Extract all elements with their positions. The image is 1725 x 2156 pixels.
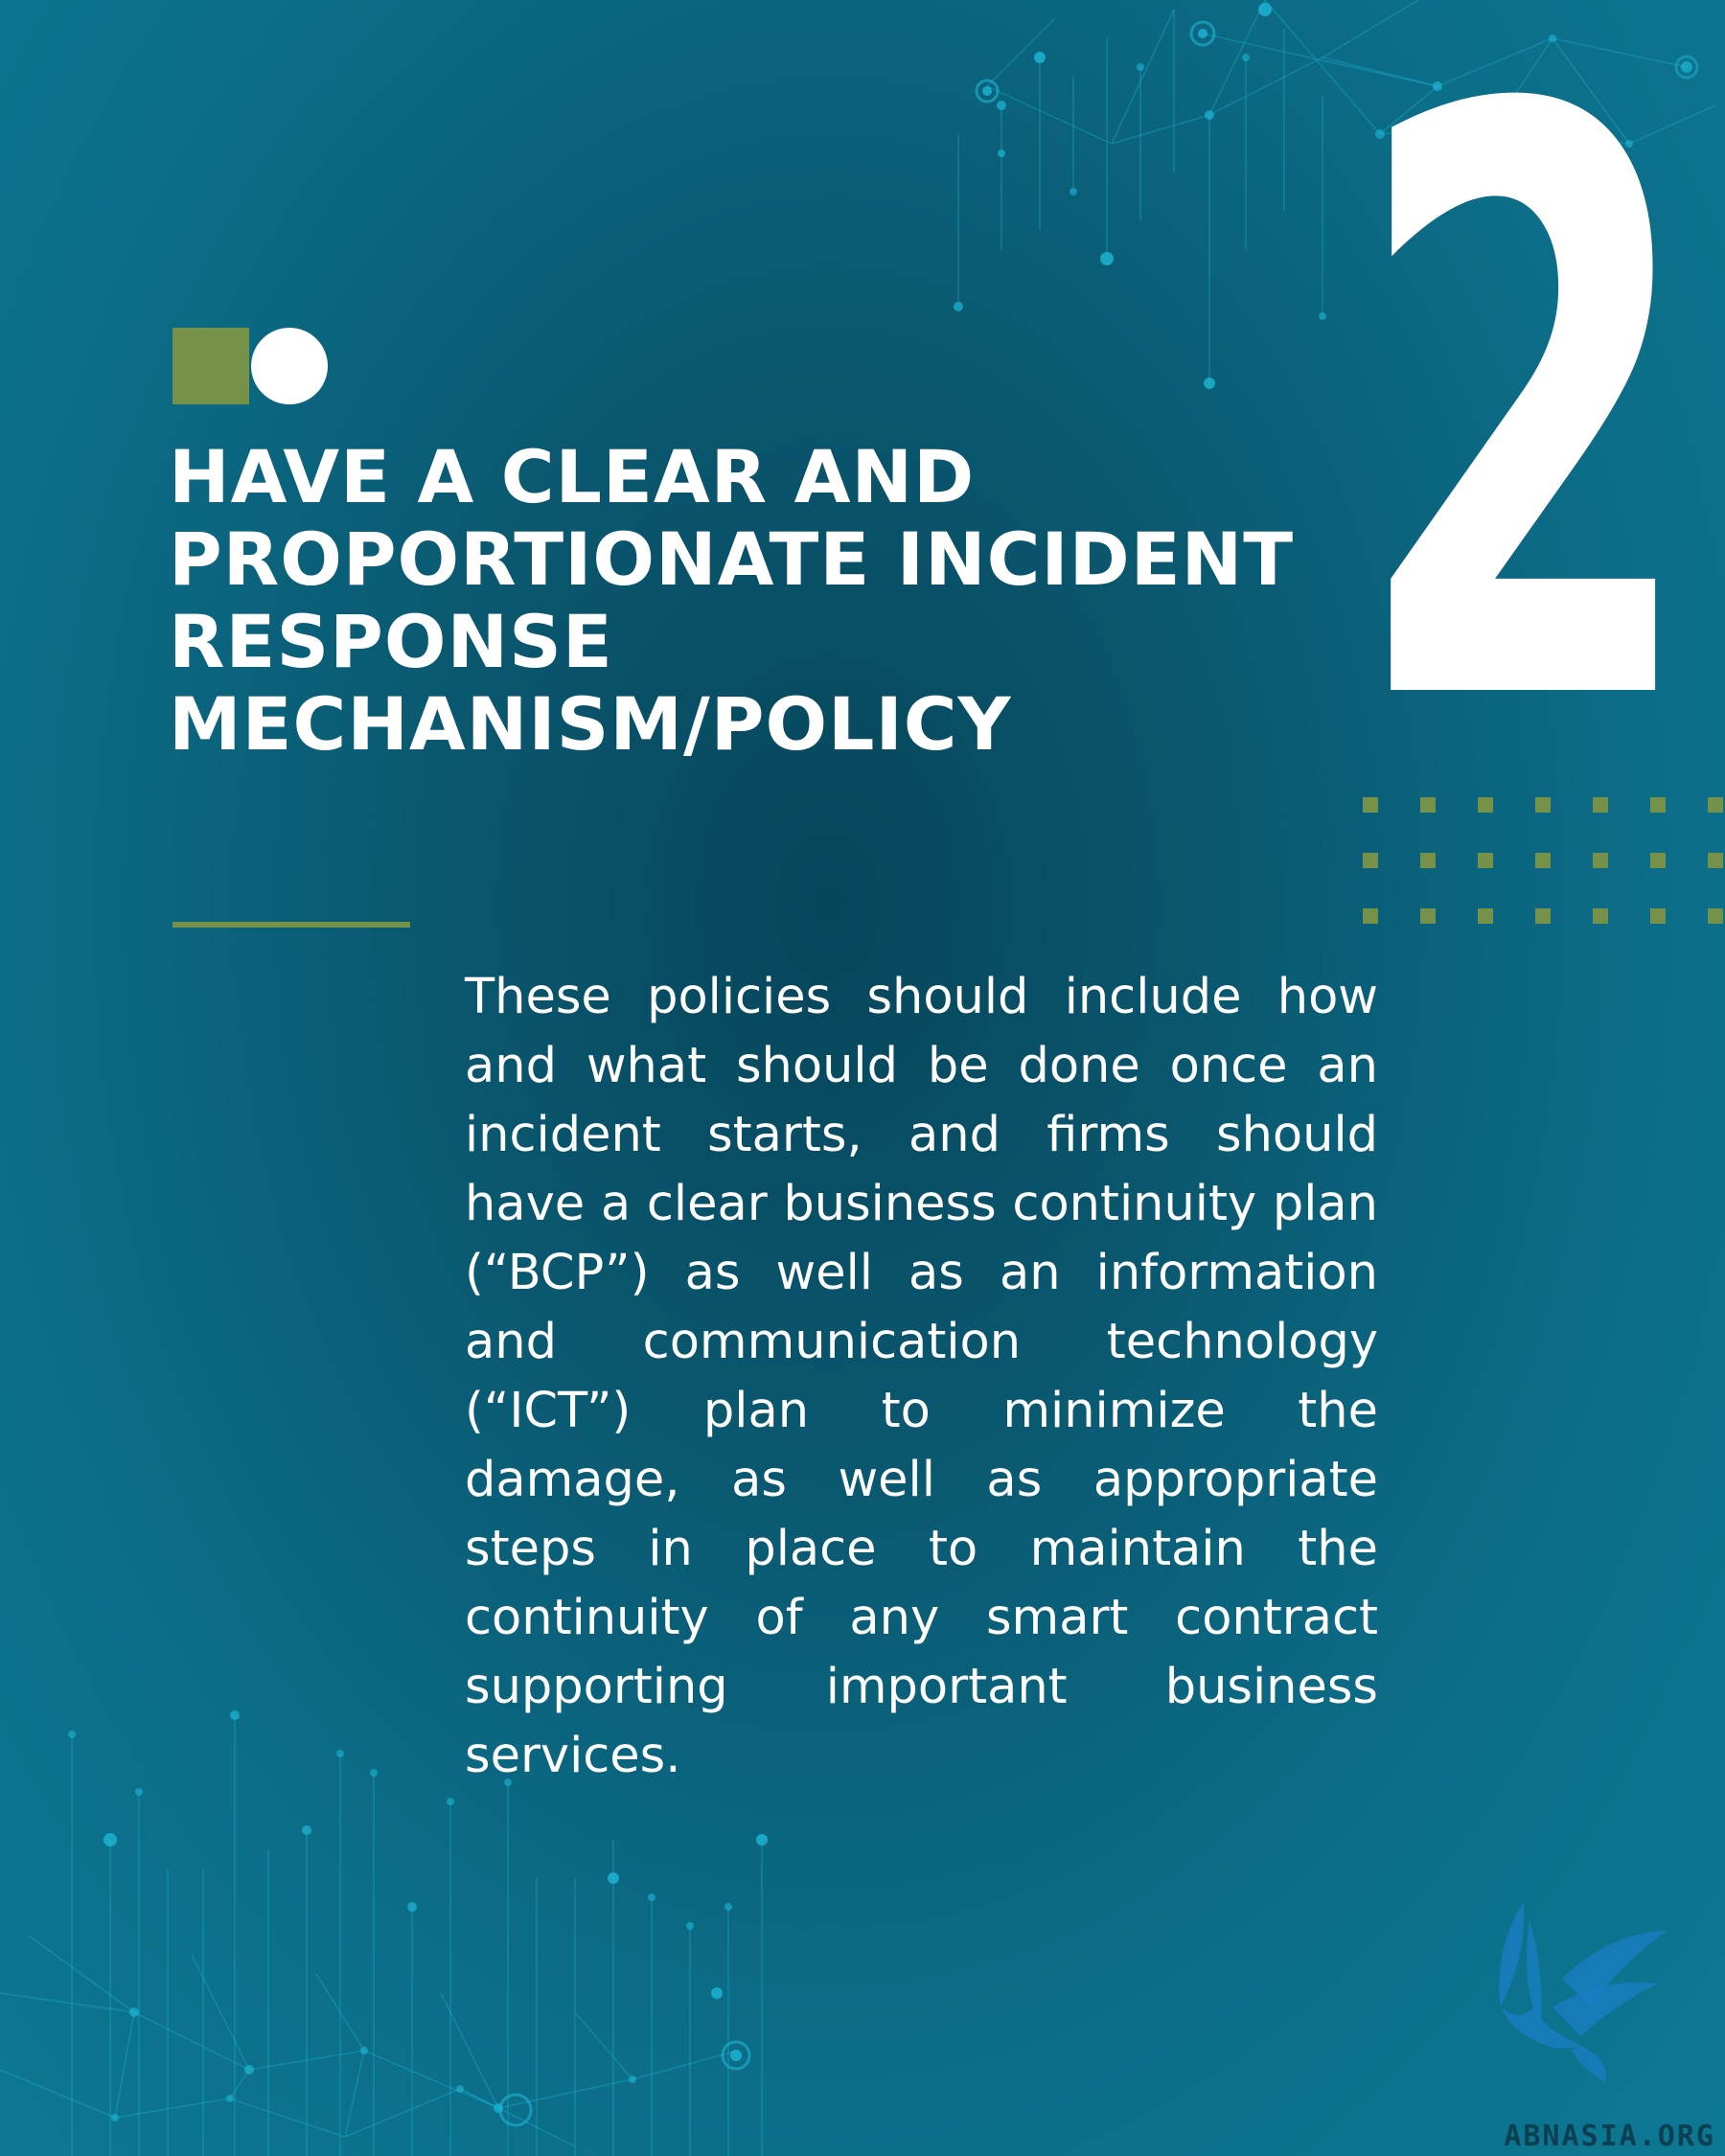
heading-line: PROPORTIONATE INCIDENT — [169, 516, 1295, 602]
white-circle-icon — [251, 328, 328, 404]
accent-rule — [172, 922, 410, 928]
dot-grid-decoration — [1363, 797, 1723, 924]
heading-line: RESPONSE — [169, 599, 613, 684]
site-label: ABNASIA.ORG — [1504, 2120, 1715, 2153]
heading-line: HAVE A CLEAR AND — [169, 434, 976, 519]
green-square-icon — [172, 328, 249, 404]
slide-heading: HAVE A CLEAR AND PROPORTIONATE INCIDENT … — [169, 436, 1300, 766]
heading-line: MECHANISM/POLICY — [169, 681, 1012, 767]
body-paragraph: These policies should include how and wh… — [465, 969, 1378, 1784]
bird-logo-icon — [1499, 1902, 1668, 2082]
step-number: 2 — [1351, 0, 1699, 881]
